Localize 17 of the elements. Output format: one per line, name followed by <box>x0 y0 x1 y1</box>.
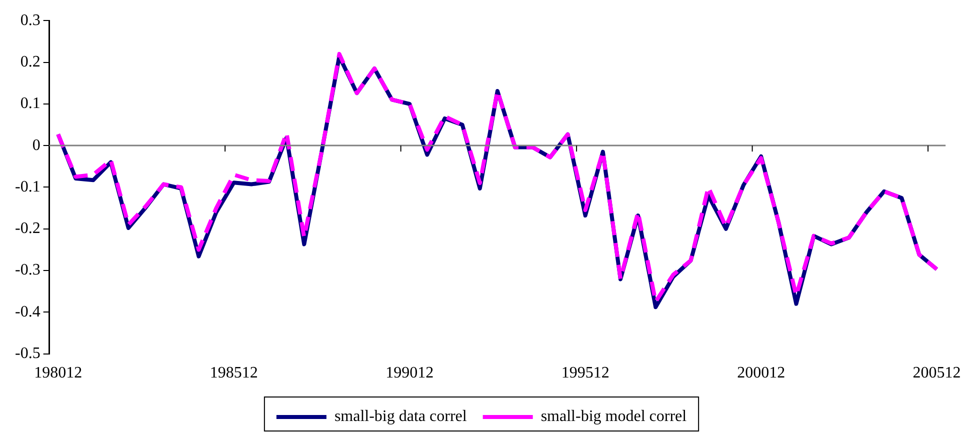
legend-label: small-big data correl <box>334 408 468 426</box>
x-tick-label: 200512 <box>912 364 961 382</box>
y-tick-label: -0.2 <box>15 220 40 238</box>
x-tick-label: 199512 <box>561 364 610 382</box>
y-tick-label: 0 <box>32 136 40 154</box>
x-tick-label: 200012 <box>737 364 786 382</box>
y-tick-label: -0.5 <box>15 345 40 362</box>
x-tick-label: 199012 <box>386 364 434 382</box>
x-tick-label: 198512 <box>210 364 258 382</box>
y-tick-label: -0.3 <box>15 262 40 279</box>
y-tick-label: 0.1 <box>20 95 40 112</box>
y-tick-label: 0.3 <box>20 12 40 29</box>
y-tick-label: -0.4 <box>15 303 40 320</box>
y-tick-label: 0.2 <box>20 53 40 70</box>
x-tick-label: 198012 <box>34 364 82 382</box>
legend-label: small-big model correl <box>540 408 688 426</box>
y-tick-label: -0.1 <box>15 178 40 196</box>
